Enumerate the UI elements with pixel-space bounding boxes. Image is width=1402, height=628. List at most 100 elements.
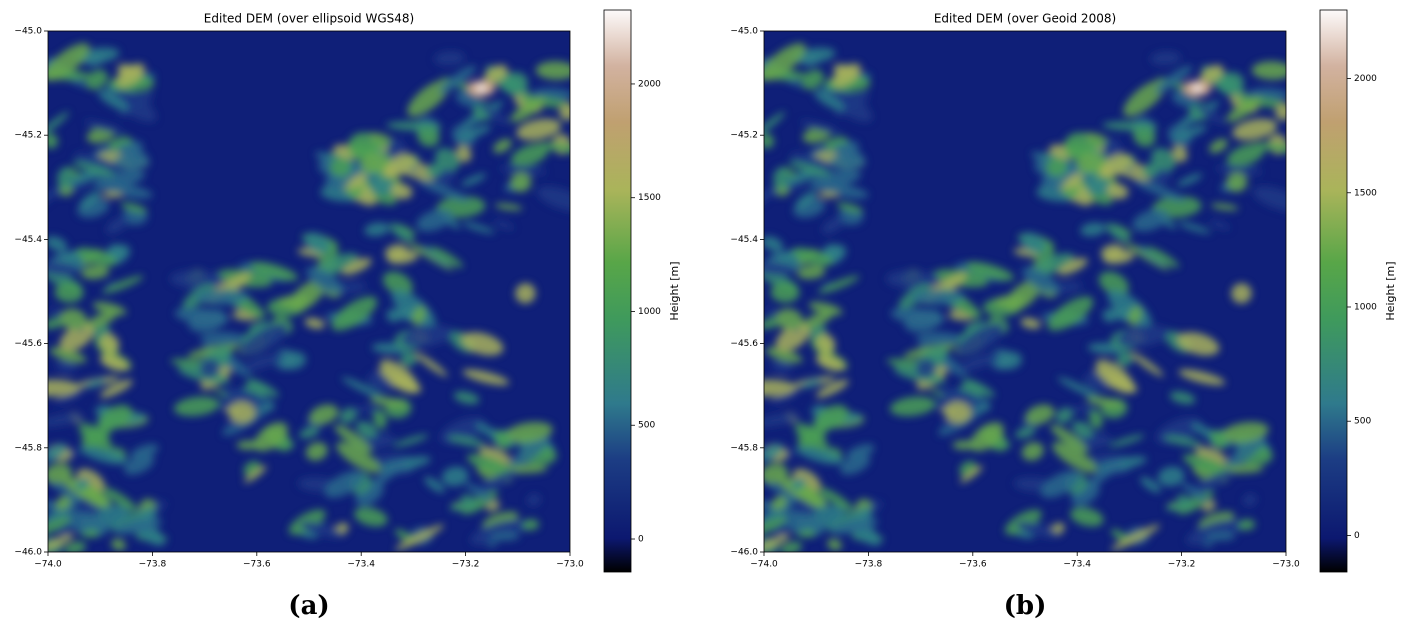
terrain-patch — [1178, 369, 1226, 386]
terrain-patch — [429, 246, 464, 268]
terrain-patch — [124, 454, 155, 475]
terrain-patch — [130, 443, 159, 460]
y-tick-label: −45.2 — [730, 131, 758, 141]
terrain-patch — [315, 253, 359, 277]
terrain-patch — [222, 388, 269, 406]
terrain-patch — [1172, 144, 1188, 163]
terrain-patch — [494, 203, 523, 211]
terrain-patch — [1070, 507, 1104, 527]
terrain — [764, 43, 1286, 552]
y-tick-label: −45.0 — [730, 27, 758, 37]
terrain-patch — [836, 202, 864, 214]
terrain-patch — [99, 333, 120, 354]
x-tick-label: −73.2 — [1168, 560, 1196, 570]
colorbar-tick-label: 2000 — [1354, 74, 1377, 84]
terrain-patch — [1105, 222, 1129, 243]
terrain-patch — [776, 476, 826, 507]
terrain-patch — [59, 323, 94, 352]
terrain-patch — [1169, 391, 1196, 405]
x-tick-label: −73.6 — [959, 560, 987, 570]
terrain-patch — [1025, 404, 1055, 425]
terrain-patch — [1198, 64, 1224, 86]
terrain-patch — [455, 125, 492, 142]
x-tick-label: −73.0 — [556, 560, 584, 570]
terrain-patch — [1138, 245, 1166, 267]
terrain-patch — [536, 186, 570, 212]
terrain-patch — [1132, 209, 1169, 232]
terrain-patch — [386, 121, 442, 131]
terrain-patch — [85, 69, 108, 90]
terrain-patch — [48, 57, 58, 73]
terrain-patch — [799, 120, 841, 134]
terrain-patch — [1076, 152, 1106, 174]
terrain-patch — [1117, 324, 1169, 348]
terrain-patch — [418, 179, 470, 202]
terrain-patch — [439, 65, 476, 94]
terrain-patch — [1210, 203, 1239, 211]
terrain-patch — [306, 266, 343, 294]
x-tick-label: −73.0 — [1272, 560, 1300, 570]
terrain-patch — [1157, 466, 1185, 487]
terrain-patch — [559, 103, 570, 121]
terrain-patch — [764, 236, 784, 252]
terrain-patch — [48, 379, 80, 397]
terrain-patch — [996, 351, 1022, 370]
terrain-patch — [118, 143, 150, 168]
terrain-patch — [370, 396, 407, 408]
terrain-patch — [173, 396, 220, 417]
terrain-patch — [57, 167, 73, 189]
colorbar-tick-label: 500 — [638, 421, 655, 431]
terrain-patch — [840, 454, 871, 475]
y-tick-label: −45.2 — [14, 131, 42, 141]
terrain-patch — [299, 521, 343, 538]
terrain-patch — [780, 541, 803, 552]
terrain-patch — [480, 103, 508, 125]
terrain-patch — [795, 445, 844, 465]
terrain-patch — [416, 209, 453, 232]
terrain-patch — [102, 191, 124, 198]
terrain-patch — [1047, 296, 1094, 331]
terrain-patch — [98, 404, 133, 431]
terrain-patch — [1106, 183, 1129, 200]
terrain-patch — [1195, 446, 1228, 465]
terrain-patch — [1102, 250, 1135, 265]
terrain-patch — [510, 143, 549, 167]
terrain-patch — [339, 407, 358, 424]
terrain-patch — [401, 324, 453, 348]
terrain-patch — [390, 183, 413, 200]
terrain-patch — [1041, 163, 1082, 189]
terrain-patch — [84, 311, 118, 330]
terrain-peak — [1192, 85, 1203, 92]
terrain-patch — [174, 307, 229, 326]
terrain-patch — [407, 79, 451, 117]
terrain-patch — [1031, 253, 1075, 277]
terrain-patch — [482, 64, 508, 86]
terrain-patch — [369, 177, 396, 195]
terrain-patch — [360, 152, 390, 174]
terrain-patch — [818, 183, 869, 199]
terrain-patch — [304, 232, 330, 254]
terrain-patch — [765, 347, 803, 363]
terrain-patch — [334, 424, 372, 453]
terrain-patch — [462, 221, 495, 234]
terrain-patch — [324, 470, 364, 498]
terrain-patch — [791, 247, 834, 266]
terrain-patch — [48, 133, 59, 149]
colorbar-label: Height [m] — [1384, 261, 1397, 320]
colorbar-tick-label: 1000 — [638, 307, 661, 317]
x-tick-label: −73.4 — [347, 560, 375, 570]
terrain-patch — [791, 477, 806, 491]
terrain-patch — [1238, 519, 1256, 531]
terrain-patch — [447, 435, 487, 447]
colorbar-tick-label: 0 — [638, 535, 644, 545]
terrain-patch — [832, 63, 862, 88]
terrain-patch — [84, 378, 107, 388]
terrain-patch — [479, 446, 512, 465]
y-tick-label: −45.6 — [14, 339, 42, 349]
terrain-patch — [355, 421, 378, 438]
terrain-patch — [441, 466, 469, 487]
terrain-patch — [78, 423, 112, 451]
terrain-patch — [48, 443, 67, 462]
terrain-patch — [764, 133, 775, 149]
terrain-patch — [770, 282, 800, 303]
